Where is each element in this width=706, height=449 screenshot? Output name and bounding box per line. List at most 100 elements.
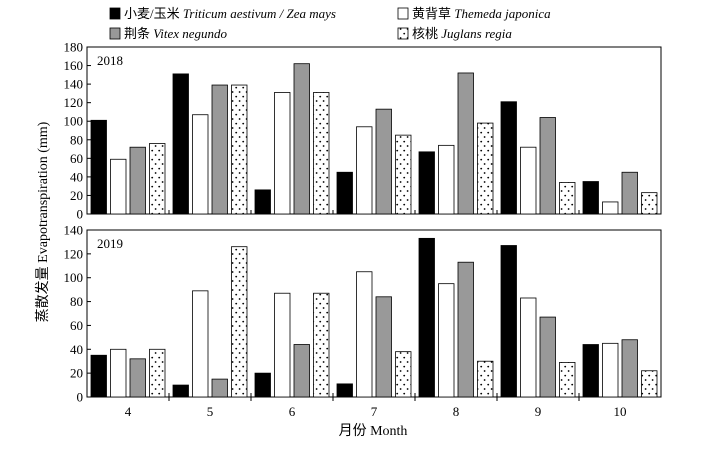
x-tick-label: 8 xyxy=(453,404,460,419)
x-tick-label: 9 xyxy=(535,404,542,419)
bar-juglans-10 xyxy=(641,370,658,398)
bar-wheat-maize-7 xyxy=(336,171,353,215)
x-axis-title: 月份 Month xyxy=(339,423,408,439)
bar-vitex-5 xyxy=(211,378,228,398)
legend-label-themeda: 黄背草 Themeda japonica xyxy=(412,6,551,21)
legend-cn-wheat-maize: 小麦/玉米 xyxy=(124,6,183,21)
bar-juglans-4 xyxy=(149,143,166,215)
x-tick-label: 4 xyxy=(125,404,132,419)
legend-cn-themeda: 黄背草 xyxy=(412,6,454,21)
bar-wheat-maize-5 xyxy=(172,73,189,215)
bar-themeda-6 xyxy=(274,292,291,398)
bar-vitex-10 xyxy=(621,339,638,398)
legend-item-juglans: 核桃 Juglans regia xyxy=(397,26,512,41)
legend-label-juglans: 核桃 Juglans regia xyxy=(412,26,512,41)
bar-juglans-5 xyxy=(231,246,248,398)
legend-latin-vitex: Vitex negundo xyxy=(153,26,227,41)
bar-wheat-maize-6 xyxy=(254,189,271,215)
bar-themeda-6 xyxy=(274,92,291,215)
legend-cn-vitex: 荆条 xyxy=(124,26,153,41)
bar-wheat-maize-9 xyxy=(500,245,517,398)
legend-label-wheat-maize: 小麦/玉米 Triticum aestivum / Zea mays xyxy=(124,6,336,21)
bar-vitex-10 xyxy=(621,171,638,215)
bar-vitex-7 xyxy=(375,296,392,398)
legend-swatch-juglans xyxy=(397,27,409,40)
y-tick-label: 120 xyxy=(64,246,84,261)
bar-juglans-9 xyxy=(559,362,576,398)
plot-frame xyxy=(86,46,662,215)
bar-wheat-maize-10 xyxy=(582,181,599,215)
legend-item-vitex: 荆条 Vitex negundo xyxy=(109,26,228,41)
x-tick-label: 10 xyxy=(614,404,627,419)
bar-juglans-8 xyxy=(477,122,494,215)
bar-juglans-7 xyxy=(395,134,412,215)
y-tick-label: 20 xyxy=(70,188,83,203)
bar-juglans-5 xyxy=(231,84,248,215)
legend-swatch-vitex xyxy=(109,27,121,40)
y-tick-label: 40 xyxy=(70,342,83,357)
bar-themeda-7 xyxy=(356,126,373,215)
x-tick-label: 6 xyxy=(289,404,296,419)
y-tick-label: 180 xyxy=(64,40,84,55)
bar-wheat-maize-8 xyxy=(418,237,435,398)
bar-vitex-9 xyxy=(539,316,556,398)
bar-vitex-4 xyxy=(129,146,146,215)
y-tick-label: 20 xyxy=(70,366,83,381)
bar-vitex-8 xyxy=(457,261,474,398)
bar-themeda-9 xyxy=(520,297,537,398)
y-tick-label: 160 xyxy=(64,58,84,73)
legend-label-vitex: 荆条 Vitex negundo xyxy=(124,26,228,41)
bar-vitex-6 xyxy=(293,344,310,398)
bar-juglans-6 xyxy=(313,92,330,215)
bar-wheat-maize-4 xyxy=(90,354,107,398)
legend-latin-themeda: Themeda japonica xyxy=(454,6,551,21)
y-tick-label: 140 xyxy=(64,77,84,92)
bar-themeda-5 xyxy=(192,290,209,398)
legend-item-wheat-maize: 小麦/玉米 Triticum aestivum / Zea mays xyxy=(109,6,336,21)
bar-themeda-10 xyxy=(602,342,619,398)
y-tick-label: 60 xyxy=(70,151,83,166)
legend-latin-wheat-maize: Triticum aestivum / Zea mays xyxy=(183,6,336,21)
bar-juglans-7 xyxy=(395,351,412,398)
y-tick-label: 120 xyxy=(64,95,84,110)
legend-item-themeda: 黄背草 Themeda japonica xyxy=(397,6,551,21)
panel-2019: 0 20 40 60 80 100 120 140 2019 4 5 6 7 8 9 10 xyxy=(64,223,662,419)
bar-themeda-5 xyxy=(192,114,209,215)
x-tick-label: 7 xyxy=(371,404,378,419)
legend-swatch-themeda xyxy=(397,7,409,20)
y-tick-label: 40 xyxy=(70,169,83,184)
bar-wheat-maize-9 xyxy=(500,101,517,215)
y-tick-label: 140 xyxy=(64,223,84,238)
bar-juglans-10 xyxy=(641,192,658,215)
bar-juglans-4 xyxy=(149,348,166,398)
bar-wheat-maize-5 xyxy=(172,384,189,398)
bar-wheat-maize-7 xyxy=(336,383,353,398)
bar-themeda-8 xyxy=(438,144,455,215)
bar-vitex-8 xyxy=(457,72,474,215)
y-tick-label: 0 xyxy=(77,390,84,405)
plot-frame xyxy=(86,229,662,398)
bar-themeda-4 xyxy=(110,348,127,398)
bar-vitex-4 xyxy=(129,358,146,398)
x-tick-label: 5 xyxy=(207,404,214,419)
bar-themeda-7 xyxy=(356,271,373,398)
bar-vitex-6 xyxy=(293,63,310,215)
y-tick-label: 60 xyxy=(70,318,83,333)
bar-wheat-maize-10 xyxy=(582,344,599,398)
bar-vitex-7 xyxy=(375,108,392,215)
y-tick-label: 80 xyxy=(70,294,83,309)
bar-wheat-maize-8 xyxy=(418,151,435,215)
bar-themeda-9 xyxy=(520,146,537,215)
bar-juglans-8 xyxy=(477,360,494,398)
bar-themeda-10 xyxy=(602,201,619,215)
legend: 小麦/玉米 Triticum aestivum / Zea mays 黄背草 T… xyxy=(109,6,551,41)
y-tick-label: 100 xyxy=(64,114,84,129)
y-tick-label: 80 xyxy=(70,132,83,147)
panel-label: 2019 xyxy=(97,236,123,251)
panel-label: 2018 xyxy=(97,53,123,68)
bar-vitex-9 xyxy=(539,117,556,215)
legend-swatch-wheat-maize xyxy=(109,7,121,20)
bar-wheat-maize-6 xyxy=(254,372,271,398)
legend-cn-juglans: 核桃 xyxy=(412,26,441,41)
